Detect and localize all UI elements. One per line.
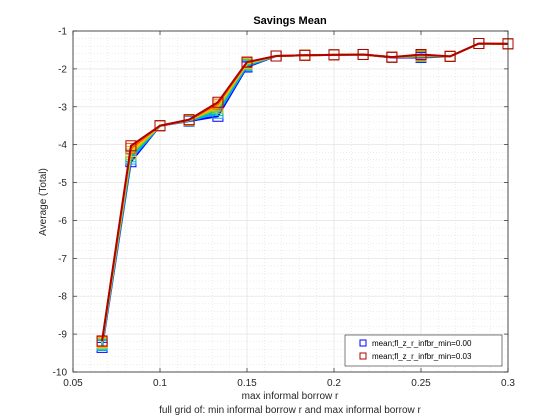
series-marker (125, 140, 137, 152)
legend-label: mean;fl_z_r_infbr_min=0.03 (372, 352, 472, 361)
axes-box (72, 30, 509, 373)
series-marker (328, 49, 340, 61)
x-tick-label: 0.3 (501, 378, 515, 389)
y-tick-label: -1 (58, 27, 67, 38)
series-marker (357, 48, 369, 60)
y-tick-labels: -10 -9 -8 -7 -6 -5 -4 -3 -2 -1 (53, 27, 68, 379)
series-marker (473, 38, 485, 50)
x-tick-labels: 0.05 0.1 0.15 0.2 0.25 0.3 (63, 378, 515, 389)
legend-entries: mean;fl_z_r_infbr_min=0.00 mean;fl_z_r_in… (359, 339, 472, 361)
legend: mean;fl_z_r_infbr_min=0.00 mean;fl_z_r_in… (344, 334, 503, 367)
axis-ticks (72, 30, 509, 373)
x-axis-label: max informal borrow r (242, 391, 339, 402)
series-marker (386, 51, 398, 63)
legend-box (344, 334, 503, 367)
legend-label: mean;fl_z_r_infbr_min=0.00 (372, 339, 472, 348)
y-axis-label: Average (Total) (38, 168, 49, 236)
figure-footnote: full grid of: min informal borrow r and … (159, 405, 421, 416)
y-tick-label: -7 (58, 254, 67, 265)
series-group (96, 38, 514, 347)
y-tick-label: -2 (58, 64, 67, 75)
y-tick-label: -5 (58, 178, 67, 189)
x-tick-label: 0.2 (327, 378, 341, 389)
y-tick-label: -3 (58, 102, 67, 113)
series-marker (444, 50, 456, 62)
series-marker (212, 96, 224, 108)
x-tick-label: 0.1 (153, 378, 167, 389)
plot-area (73, 31, 508, 372)
series-marker (96, 335, 108, 347)
x-tick-label: 0.25 (411, 378, 431, 389)
y-tick-label: -6 (58, 216, 67, 227)
y-tick-label: -10 (53, 368, 68, 379)
series-marker (270, 50, 282, 62)
legend-marker (359, 352, 367, 360)
y-tick-label: -8 (58, 292, 67, 303)
x-tick-label: 0.05 (63, 378, 83, 389)
y-tick-label: -4 (58, 140, 67, 151)
chart-title: Savings Mean (253, 15, 327, 27)
series-marker (183, 114, 195, 126)
series-layer (96, 38, 514, 353)
y-tick-label: -9 (58, 330, 67, 341)
series-line (101, 42, 509, 342)
series-marker (415, 48, 427, 60)
legend-marker (359, 339, 367, 347)
series-marker (241, 56, 253, 68)
x-tick-label: 0.15 (237, 378, 257, 389)
series-marker (299, 49, 311, 61)
series-marker (154, 120, 166, 132)
